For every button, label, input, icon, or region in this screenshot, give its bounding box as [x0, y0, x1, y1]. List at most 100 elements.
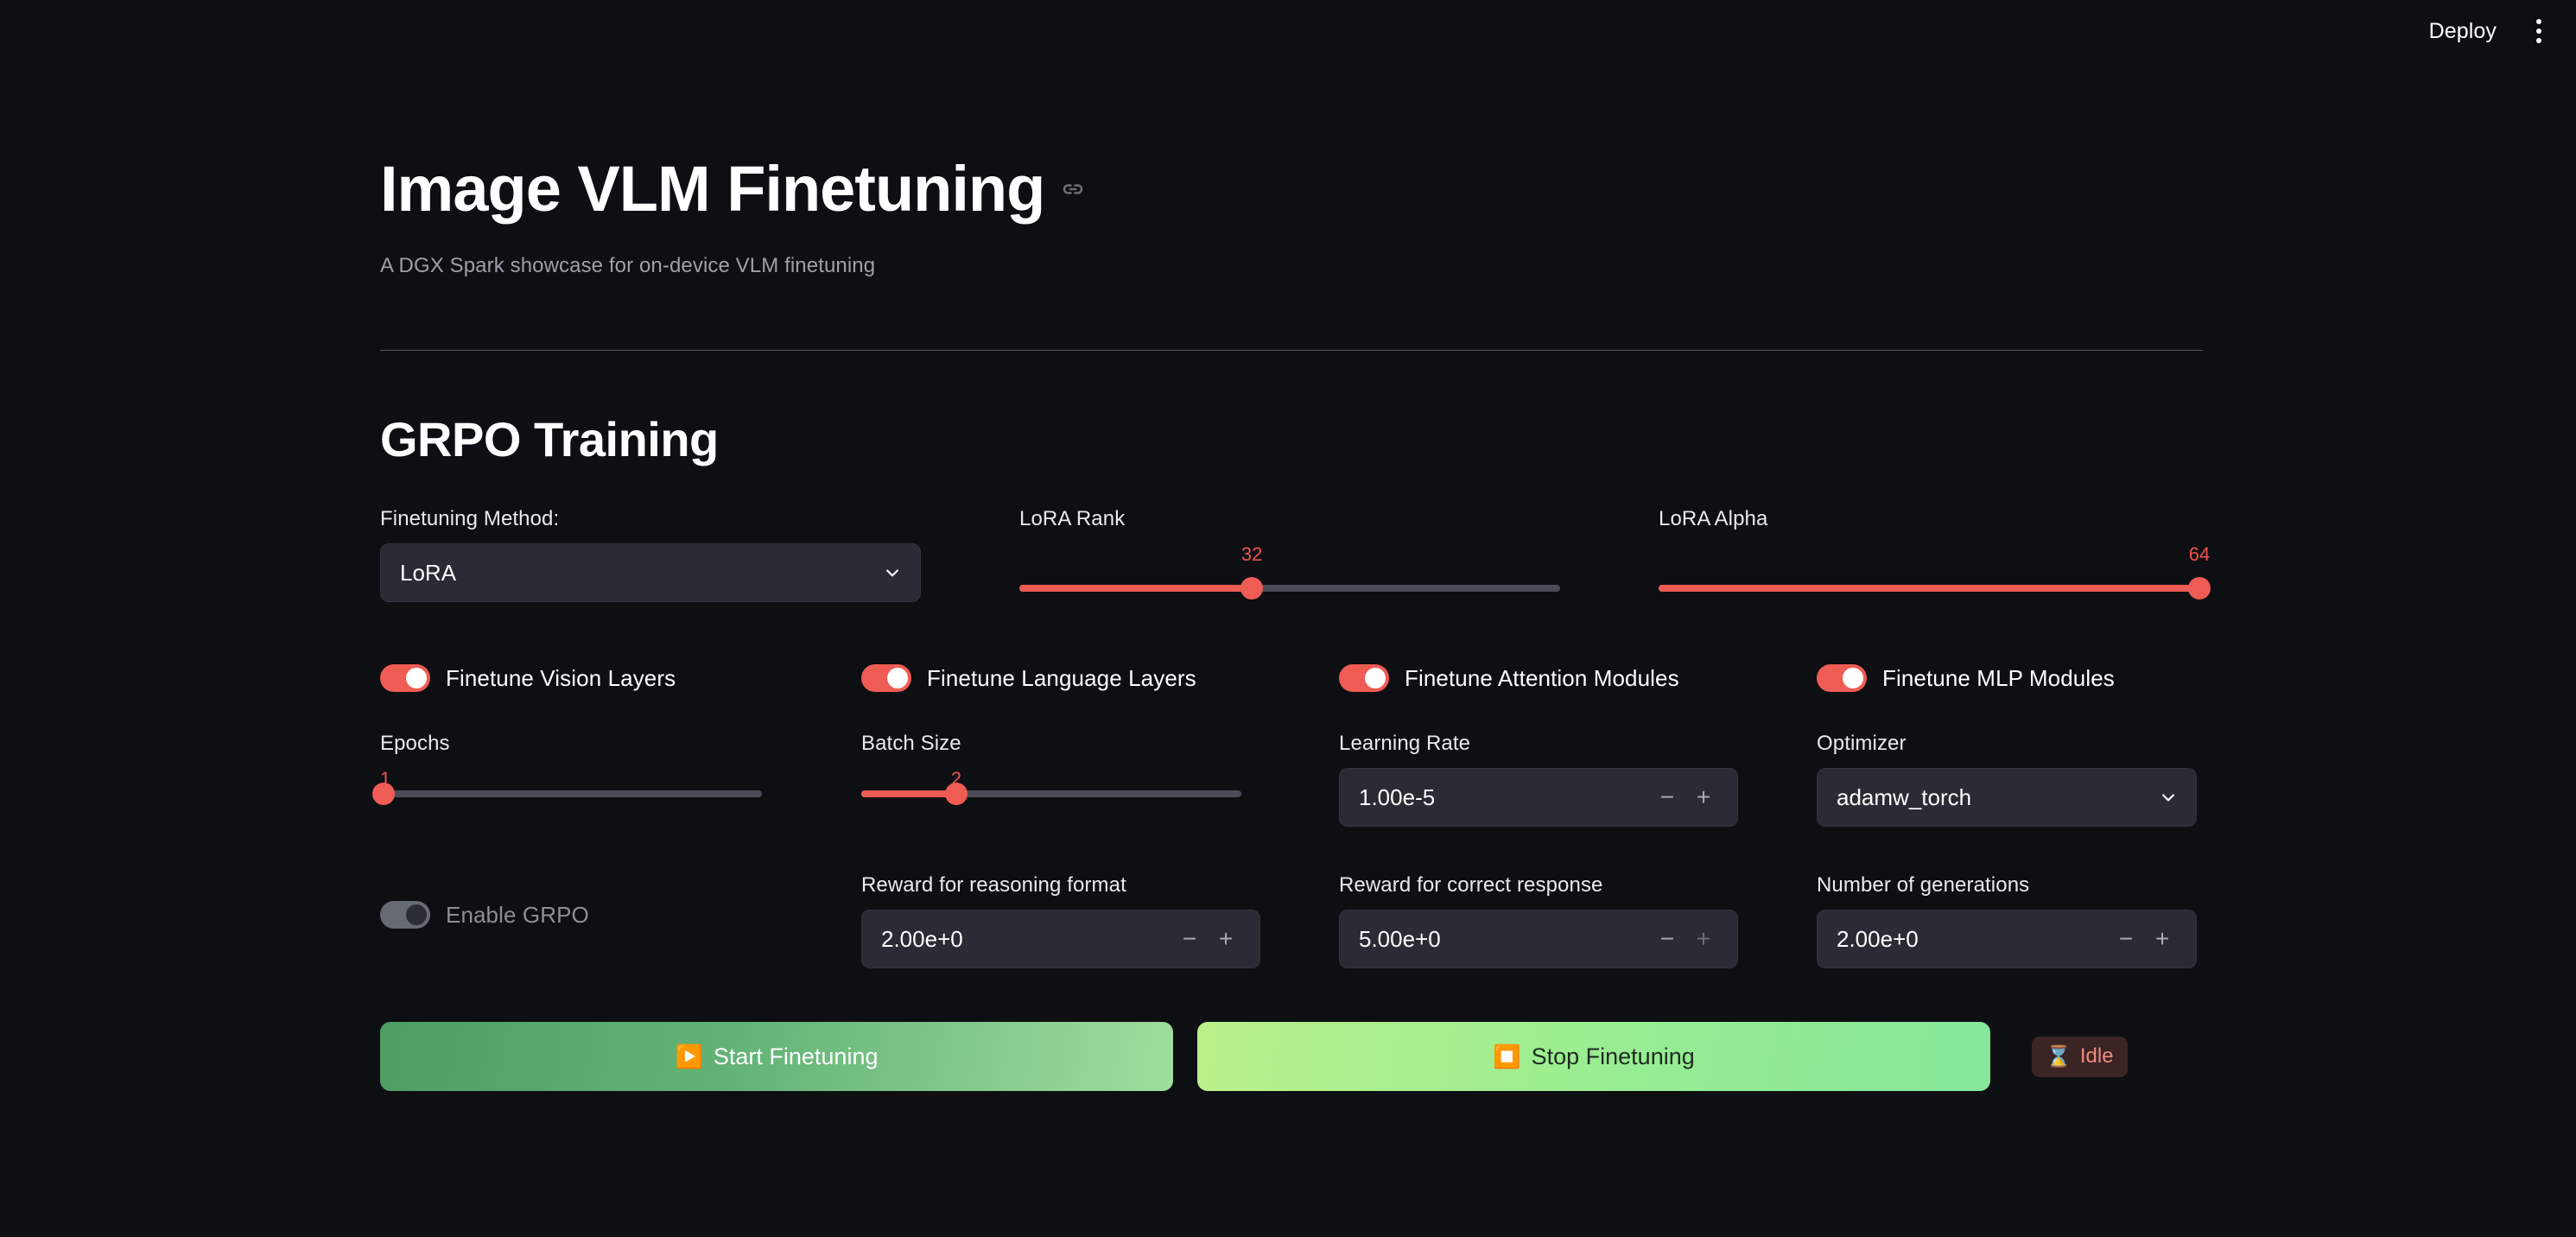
epochs-label: Epochs: [380, 732, 450, 755]
status-badge-label: Idle: [2079, 1044, 2114, 1068]
toggle-label: Finetune Attention Modules: [1405, 664, 1679, 691]
optimizer-label: Optimizer: [1817, 732, 1907, 755]
lora-alpha-thumb[interactable]: [2188, 577, 2211, 599]
field-num-generations: Number of generations 2.00e+0 − +: [1817, 873, 2203, 968]
chevron-down-icon: [886, 569, 898, 577]
lora-rank-label: LoRA Rank: [1019, 507, 1126, 530]
page-subtitle: A DGX Spark showcase for on-device VLM f…: [380, 254, 876, 277]
field-epochs: Epochs 1: [372, 732, 861, 827]
num-generations-value[interactable]: 2.00e+0: [1837, 925, 1919, 952]
hourglass-icon: ⌛: [2046, 1044, 2072, 1069]
reward-reasoning-increment-button[interactable]: +: [1218, 925, 1234, 952]
toggle-switch[interactable]: [1339, 664, 1389, 692]
reward-reasoning-stepper[interactable]: 2.00e+0 − +: [861, 910, 1260, 968]
optimizer-value: adamw_torch: [1837, 783, 1972, 810]
lora-alpha-label: LoRA Alpha: [1659, 507, 1768, 530]
finetuning-method-select[interactable]: LoRA: [380, 543, 921, 602]
top-bar: Deploy: [0, 0, 2576, 62]
row-actions: ▶️ Start Finetuning ⏹️ Stop Finetuning ⌛…: [380, 968, 2203, 1091]
toggle-switch[interactable]: [1817, 664, 1867, 692]
field-finetuning-method: Finetuning Method: LoRA: [380, 507, 1019, 602]
epochs-thumb[interactable]: [372, 783, 396, 805]
batch-size-track[interactable]: [861, 783, 1241, 805]
toggle-knob: [1843, 668, 1863, 688]
num-generations-increment-button[interactable]: +: [2154, 925, 2170, 952]
toggle-knob: [406, 668, 427, 688]
row-grpo-params: Enable GRPO Reward for reasoning format …: [380, 827, 2203, 968]
field-batch-size: Batch Size 2: [861, 732, 1339, 827]
reward-reasoning-decrement-button[interactable]: −: [1182, 925, 1197, 952]
reward-reasoning-value[interactable]: 2.00e+0: [881, 925, 963, 952]
learning-rate-increment-button[interactable]: +: [1696, 783, 1711, 810]
toggle-label: Finetune MLP Modules: [1882, 664, 2115, 691]
play-icon: ▶️: [675, 1044, 703, 1069]
status-badge: ⌛ Idle: [2032, 1036, 2128, 1077]
field-reward-reasoning: Reward for reasoning format 2.00e+0 − +: [861, 873, 1339, 968]
lora-alpha-slider[interactable]: 64: [1659, 543, 2211, 599]
learning-rate-label: Learning Rate: [1339, 732, 1471, 755]
toggle-knob: [887, 668, 908, 688]
lora-rank-thumb[interactable]: [1240, 577, 1264, 599]
num-generations-label: Number of generations: [1817, 873, 2030, 897]
batch-size-slider[interactable]: 2: [861, 768, 1241, 805]
reward-correct-stepper[interactable]: 5.00e+0 − +: [1339, 910, 1738, 968]
lora-alpha-fill: [1659, 585, 2199, 592]
deploy-button[interactable]: Deploy: [2424, 18, 2502, 45]
chevron-down-icon: [2162, 794, 2174, 802]
field-reward-correct: Reward for correct response 5.00e+0 − +: [1339, 873, 1817, 968]
learning-rate-stepper[interactable]: 1.00e-5 − +: [1339, 768, 1738, 827]
reward-correct-increment-button[interactable]: +: [1696, 925, 1711, 952]
toggle-finetune-vision-layers[interactable]: Finetune Vision Layers: [380, 664, 861, 692]
learning-rate-value[interactable]: 1.00e-5: [1359, 783, 1436, 810]
page-title-text: Image VLM Finetuning: [380, 153, 1045, 225]
stop-icon: ⏹️: [1493, 1044, 1521, 1069]
toggle-finetune-mlp-modules[interactable]: Finetune MLP Modules: [1817, 664, 2203, 692]
kebab-menu-icon[interactable]: [2531, 16, 2547, 47]
field-lora-alpha: LoRA Alpha 64: [1659, 507, 2211, 602]
batch-size-label: Batch Size: [861, 732, 961, 755]
reward-correct-decrement-button[interactable]: −: [1659, 925, 1675, 952]
section-title: GRPO Training: [380, 412, 719, 466]
toggle-finetune-language-layers[interactable]: Finetune Language Layers: [861, 664, 1339, 692]
page-content: Image VLM Finetuning A DGX Spark showcas…: [372, 0, 2211, 1091]
batch-size-thumb[interactable]: [945, 783, 968, 805]
toggle-switch[interactable]: [380, 664, 430, 692]
toggle-label: Finetune Vision Layers: [446, 664, 676, 691]
batch-size-fill: [861, 790, 956, 797]
toggle-switch[interactable]: [861, 664, 911, 692]
start-finetuning-label: Start Finetuning: [713, 1043, 879, 1069]
lora-rank-track[interactable]: [1019, 577, 1560, 599]
learning-rate-decrement-button[interactable]: −: [1659, 783, 1675, 810]
page-title: Image VLM Finetuning: [380, 0, 2203, 221]
link-icon[interactable]: [1060, 176, 1086, 202]
field-learning-rate: Learning Rate 1.00e-5 − +: [1339, 732, 1817, 827]
epochs-track[interactable]: [372, 783, 762, 805]
optimizer-select[interactable]: adamw_torch: [1817, 768, 2197, 827]
num-generations-decrement-button[interactable]: −: [2118, 925, 2134, 952]
toggle-switch[interactable]: [380, 901, 430, 929]
reward-reasoning-label: Reward for reasoning format: [861, 873, 1126, 897]
lora-alpha-track[interactable]: [1659, 577, 2211, 599]
row-lora-config: Finetuning Method: LoRA LoRA Rank 32 Lo: [380, 467, 2211, 602]
toggle-finetune-attention-modules[interactable]: Finetune Attention Modules: [1339, 664, 1817, 692]
field-lora-rank: LoRA Rank 32: [1019, 507, 1659, 602]
toggle-knob: [1365, 668, 1386, 688]
lora-rank-fill: [1019, 585, 1253, 592]
lora-alpha-value: 64: [2188, 543, 2211, 565]
epochs-slider[interactable]: 1: [372, 768, 762, 805]
toggle-knob: [406, 904, 427, 925]
num-generations-stepper[interactable]: 2.00e+0 − +: [1817, 910, 2197, 968]
start-finetuning-button[interactable]: ▶️ Start Finetuning: [380, 1022, 1173, 1091]
reward-correct-value[interactable]: 5.00e+0: [1359, 925, 1441, 952]
toggle-enable-grpo[interactable]: Enable GRPO: [380, 901, 861, 929]
finetuning-method-value: LoRA: [400, 559, 457, 586]
stop-finetuning-button[interactable]: ⏹️ Stop Finetuning: [1197, 1022, 1990, 1091]
toggle-label: Finetune Language Layers: [927, 664, 1196, 691]
toggle-label: Enable GRPO: [446, 901, 589, 928]
finetuning-method-label: Finetuning Method:: [380, 507, 560, 530]
row-layer-toggles: Finetune Vision Layers Finetune Language…: [380, 602, 2203, 692]
field-optimizer: Optimizer adamw_torch: [1817, 732, 2203, 827]
lora-rank-slider[interactable]: 32: [1019, 543, 1560, 599]
reward-correct-label: Reward for correct response: [1339, 873, 1603, 897]
